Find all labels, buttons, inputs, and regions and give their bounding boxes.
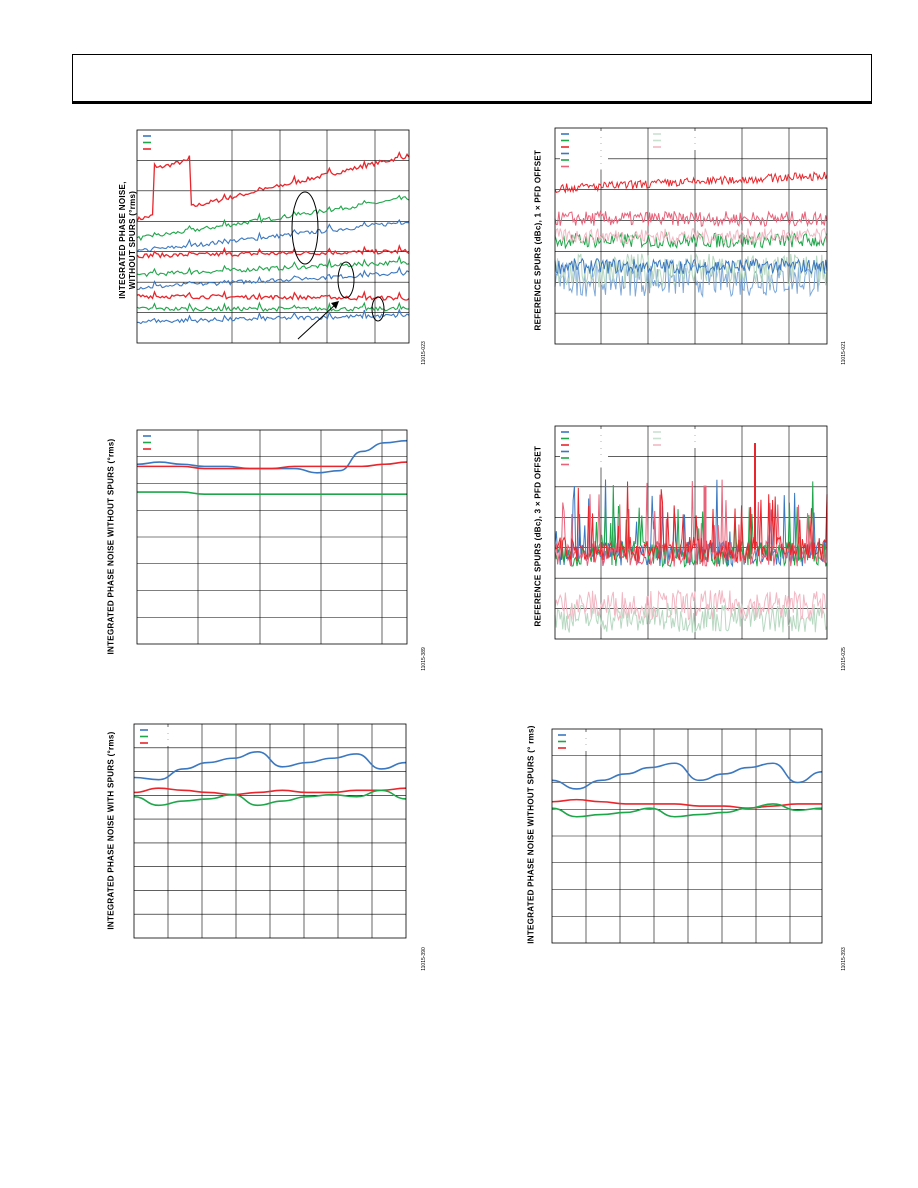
legend-background — [557, 732, 605, 738]
data-series-line — [136, 290, 410, 302]
y-axis-label: INTEGRATED PHASE NOISE, WITHOUT SPURS (°… — [118, 150, 138, 330]
data-series-line — [554, 589, 828, 622]
data-series-line — [554, 481, 828, 563]
data-series-line — [136, 461, 408, 470]
data-series-line — [554, 171, 828, 194]
figure-code: 11015-021 — [840, 341, 847, 365]
figure-integrated-phase-noise-without-spurs: INTEGRATED PHASE NOISE WITHOUT SPURS (°r… — [90, 418, 430, 678]
data-series-line — [136, 301, 410, 313]
legend-background — [560, 429, 608, 435]
data-series-line — [554, 210, 828, 228]
y-axis-label-line-1: REFERENCE SPURS (dBc), 3 × PFD OFFSET — [533, 445, 543, 627]
data-series-line — [551, 762, 823, 790]
y-axis-label-line-1: INTEGRATED PHASE NOISE WITHOUT SPURS (° … — [526, 725, 536, 944]
legend-background — [142, 433, 190, 439]
legend-background — [142, 146, 190, 152]
page-header-box — [72, 54, 872, 102]
legend-background — [560, 163, 608, 170]
legend-background — [139, 733, 187, 740]
chart-plot — [136, 129, 410, 344]
y-axis-label: REFERENCE SPURS (dBc), 1 × PFD OFFSET — [533, 149, 543, 331]
legend-background — [142, 446, 190, 452]
legend-background — [560, 150, 608, 157]
data-series-line — [136, 255, 410, 278]
legend-background — [560, 131, 608, 137]
figure-code: 11015-025 — [840, 647, 847, 671]
page-header-rule — [72, 101, 872, 104]
plot-frame — [136, 429, 408, 645]
figure-code: 11015-023 — [420, 341, 427, 365]
y-axis-label-line-1: INTEGRATED PHASE NOISE WITH SPURS (°rms) — [106, 731, 116, 930]
data-series-line — [554, 602, 828, 633]
annotation-arrowhead — [331, 301, 339, 309]
data-series-line — [136, 194, 410, 242]
legend-background — [652, 144, 700, 150]
figure-integrated-phase-noise-without-spurs-2: INTEGRATED PHASE NOISE WITHOUT SPURS (° … — [510, 716, 850, 976]
chart-plot — [136, 429, 408, 645]
data-series-line — [136, 308, 410, 325]
figure-reference-spurs-1x: REFERENCE SPURS (dBc), 1 × PFD OFFSET 11… — [510, 122, 850, 382]
figure-reference-spurs-3x: REFERENCE SPURS (dBc), 3 × PFD OFFSET 11… — [510, 418, 850, 678]
legend-background — [142, 133, 190, 139]
legend-background — [560, 144, 608, 150]
legend-background — [652, 435, 700, 442]
legend-background — [652, 137, 700, 144]
legend-background — [652, 442, 700, 448]
data-series-line — [554, 227, 828, 246]
data-series-line — [133, 789, 407, 807]
legend-background — [139, 727, 187, 733]
legend-background — [142, 139, 190, 146]
annotation-ellipse — [291, 191, 319, 265]
y-axis-label-line-1: REFERENCE SPURS (dBc), 1 × PFD OFFSET — [533, 149, 543, 331]
data-series-line — [136, 265, 410, 290]
chart-plot — [133, 723, 407, 939]
chart-plot — [551, 728, 823, 944]
data-series-line — [136, 218, 410, 253]
data-series-line — [133, 751, 407, 781]
data-series-line — [551, 803, 823, 818]
legend-background — [652, 131, 700, 137]
y-axis-label-line-1: INTEGRATED PHASE NOISE WITHOUT SPURS (°r… — [106, 438, 116, 655]
y-axis-label: INTEGRATED PHASE NOISE WITH SPURS (°rms) — [107, 718, 116, 944]
figure-code: 11015-390 — [420, 947, 427, 971]
annotation-ellipse — [371, 296, 385, 322]
legend-background — [560, 461, 608, 468]
data-series-line — [554, 257, 828, 276]
chart-plot — [554, 425, 828, 640]
legend-background — [560, 442, 608, 448]
y-axis-label-line-2: WITHOUT SPURS (°rms) — [128, 190, 137, 290]
annotation-arrow — [297, 303, 337, 340]
legend-background — [557, 738, 605, 745]
plot-frame — [136, 129, 410, 344]
y-axis-label: INTEGRATED PHASE NOISE WITHOUT SPURS (° … — [527, 722, 536, 948]
y-axis-label: INTEGRATED PHASE NOISE WITHOUT SPURS (°r… — [107, 434, 116, 660]
data-series-line — [133, 787, 407, 796]
legend-background — [560, 157, 608, 163]
legend-background — [652, 429, 700, 435]
legend-background — [560, 435, 608, 442]
legend-background — [139, 740, 187, 746]
plot-frame — [554, 425, 828, 640]
legend-background — [557, 745, 605, 751]
data-series-line — [136, 243, 410, 259]
plot-frame — [554, 127, 828, 345]
data-series-line — [136, 150, 410, 222]
y-axis-label: REFERENCE SPURS (dBc), 3 × PFD OFFSET — [533, 445, 543, 627]
figure-integrated-phase-noise-with-spurs: INTEGRATED PHASE NOISE WITH SPURS (°rms)… — [90, 716, 430, 976]
legend-background — [560, 448, 608, 455]
legend-background — [560, 455, 608, 461]
chart-plot — [554, 127, 828, 345]
legend-background — [142, 439, 190, 446]
figure-code: 11015-393 — [840, 947, 847, 971]
data-series-line — [551, 798, 822, 809]
plot-frame — [551, 728, 823, 944]
figure-integrated-phase-noise-vs-frequency: INTEGRATED PHASE NOISE, WITHOUT SPURS (°… — [90, 122, 430, 382]
annotation-ellipse — [337, 261, 355, 299]
y-axis-label-line-1: INTEGRATED PHASE NOISE, — [118, 181, 127, 299]
data-series-line — [137, 491, 407, 495]
legend-background — [560, 137, 608, 144]
plot-frame — [133, 723, 407, 939]
figure-code: 11015-389 — [420, 647, 427, 671]
